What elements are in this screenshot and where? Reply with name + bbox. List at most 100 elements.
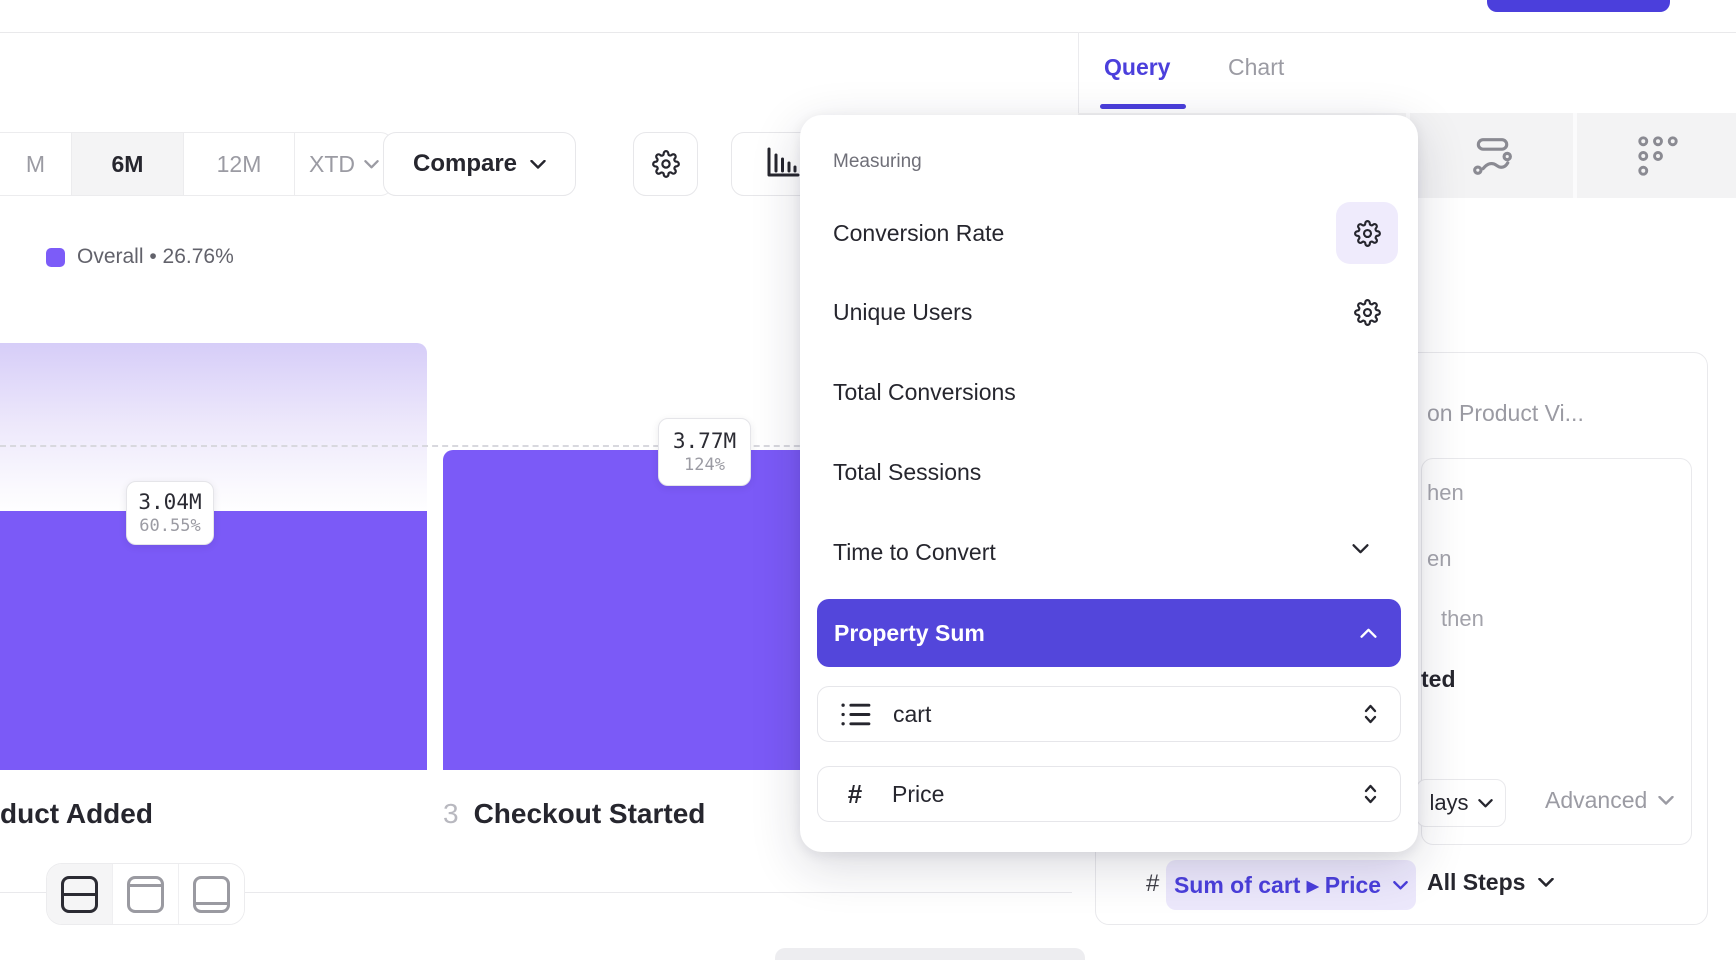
step-value: 3.77M <box>672 429 737 453</box>
time-range-control: M 6M 12M XTD <box>0 132 394 196</box>
conversion-window-button[interactable]: lays <box>1416 779 1506 827</box>
top-bar-icon <box>127 875 164 913</box>
legend-color-swatch <box>46 247 65 267</box>
flows-icon <box>1472 137 1512 175</box>
toolbar-separator <box>1573 113 1577 198</box>
dots-grid-icon <box>1637 135 1678 176</box>
flows-view-button[interactable] <box>1412 113 1571 198</box>
property-event-value: cart <box>893 700 932 727</box>
menu-item-label: Unique Users <box>833 298 973 325</box>
chevron-down-icon <box>1538 878 1555 887</box>
next-section-edge <box>775 948 1085 960</box>
step-fragment: then <box>1441 606 1484 631</box>
chevron-down-icon <box>1393 880 1408 890</box>
menu-item-label: Conversion Rate <box>833 219 1005 246</box>
unique-users-settings-button[interactable] <box>1346 291 1388 333</box>
step-name: Checkout Started <box>473 798 706 829</box>
number-type-icon: # <box>847 778 863 809</box>
pill-label: Sum of cart ▸ Price <box>1173 871 1382 898</box>
builder-header-fragment: on Product Vi... <box>1427 400 1584 426</box>
days-label: lays <box>1429 790 1469 815</box>
legend-overall[interactable]: Overall • 26.76% <box>46 245 234 269</box>
gear-icon <box>651 150 680 178</box>
gear-icon <box>1353 298 1381 326</box>
menu-item-time-to-convert[interactable]: Time to Convert <box>833 524 1385 580</box>
layout-top-bar-button[interactable] <box>113 864 179 924</box>
time-to-convert-expand-chevron[interactable] <box>1352 544 1369 554</box>
sum-of-cart-price-pill[interactable]: Sum of cart ▸ Price <box>1166 860 1416 910</box>
tab-chart[interactable]: Chart <box>1228 54 1285 80</box>
property-event-select[interactable]: cart <box>817 686 1401 742</box>
step-percent: 124% <box>684 455 725 475</box>
funnel-step2-total-gradient <box>0 343 427 511</box>
chart-settings-button[interactable] <box>633 132 698 196</box>
step-percent: 60.55% <box>139 516 201 536</box>
chevron-down-icon <box>1477 798 1493 807</box>
step-fragment-bold: ted <box>1421 666 1456 692</box>
up-down-sorter-icon <box>1363 703 1378 725</box>
layout-toggle-group <box>46 863 245 925</box>
time-range-label: 6M <box>111 150 144 177</box>
comparison-dashed-line <box>0 445 830 447</box>
tab-query[interactable]: Query <box>1104 54 1171 80</box>
layout-split-rows-button[interactable] <box>47 864 113 924</box>
time-range-xtd[interactable]: XTD <box>295 133 393 195</box>
step-fragment: hen <box>1427 480 1464 505</box>
time-range-label: M <box>25 150 45 177</box>
funnel-bar-checkout-started[interactable] <box>443 450 820 770</box>
metrics-view-button[interactable] <box>1579 113 1736 198</box>
time-range-6m[interactable]: 6M <box>72 133 184 195</box>
value-label-checkout-started: 3.77M 124% <box>658 418 751 486</box>
active-tab-underline <box>1100 104 1186 109</box>
step-label-product-added: duct Added <box>0 798 153 830</box>
step-value: 3.04M <box>138 490 202 514</box>
time-range-12m[interactable]: 12M <box>184 133 295 195</box>
menu-item-label: Property Sum <box>834 619 985 646</box>
chevron-down-icon <box>1658 796 1675 805</box>
measuring-dropdown: Measuring Conversion Rate Unique Users T… <box>800 115 1418 852</box>
time-range-3m[interactable]: M <box>0 133 72 195</box>
time-range-label: XTD <box>309 150 355 177</box>
menu-item-conversion-rate[interactable]: Conversion Rate <box>833 205 1385 261</box>
top-divider <box>0 32 1736 33</box>
funnel-bar-product-added[interactable] <box>0 511 427 770</box>
step-number: 3 <box>443 798 459 829</box>
menu-item-unique-users[interactable]: Unique Users <box>833 284 1385 340</box>
layout-bottom-bar-button[interactable] <box>179 864 244 924</box>
advanced-label: Advanced <box>1545 787 1648 813</box>
menu-item-property-sum-selected[interactable]: Property Sum <box>817 599 1401 667</box>
funnel-bars-icon <box>767 147 800 177</box>
conversion-rate-settings-button[interactable] <box>1336 202 1398 264</box>
primary-action-button[interactable] <box>1487 0 1670 12</box>
step-label-checkout-started: 3 Checkout Started <box>443 798 705 830</box>
property-name-select[interactable]: # Price <box>817 766 1401 822</box>
menu-item-label: Time to Convert <box>833 538 996 565</box>
split-rows-icon <box>61 875 98 913</box>
chevron-up-icon <box>1360 628 1377 638</box>
value-label-product-added: 3.04M 60.55% <box>126 481 214 545</box>
compare-label: Compare <box>412 150 518 177</box>
chevron-down-icon <box>530 159 546 169</box>
menu-item-total-sessions[interactable]: Total Sessions <box>833 444 1385 500</box>
step-filter-card <box>1421 458 1692 845</box>
compare-button[interactable]: Compare <box>383 132 576 196</box>
chevron-down-icon <box>1352 544 1369 554</box>
number-type-icon: # <box>1146 870 1160 897</box>
list-icon <box>841 703 871 725</box>
step-fragment: en <box>1427 546 1452 571</box>
chart-bottom-divider <box>0 892 1072 893</box>
all-steps-dropdown[interactable]: All Steps <box>1427 869 1555 896</box>
menu-item-label: Total Conversions <box>833 378 1016 405</box>
bottom-bar-icon <box>193 875 230 913</box>
chevron-down-icon <box>364 159 379 168</box>
advanced-button[interactable]: Advanced <box>1545 787 1675 814</box>
menu-item-label: Total Sessions <box>833 458 982 485</box>
panel-divider <box>1078 32 1079 113</box>
legend-label: Overall • 26.76% <box>77 245 234 268</box>
property-name-value: Price <box>892 780 945 807</box>
all-steps-label: All Steps <box>1427 869 1526 895</box>
menu-item-total-conversions[interactable]: Total Conversions <box>833 364 1385 420</box>
measuring-title: Measuring <box>833 151 922 172</box>
time-range-label: 12M <box>216 150 262 177</box>
